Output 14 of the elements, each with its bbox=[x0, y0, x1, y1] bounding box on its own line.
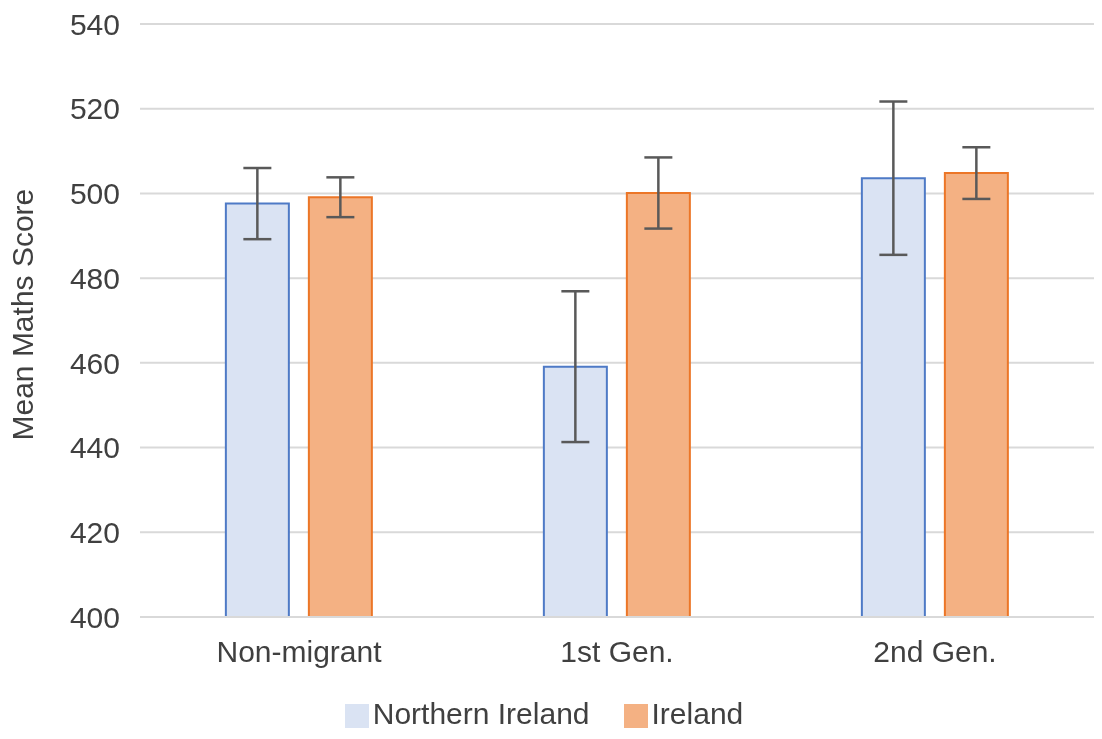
y-tick-label: 420 bbox=[69, 515, 120, 549]
legend-label: Northern Ireland bbox=[372, 697, 590, 730]
x-tick-label: Non-migrant bbox=[216, 635, 383, 669]
y-tick-label: 500 bbox=[69, 177, 120, 211]
y-tick-label: 520 bbox=[69, 92, 120, 126]
x-tick-label: 1st Gen. bbox=[560, 635, 674, 669]
y-tick-label: 480 bbox=[69, 261, 120, 295]
y-tick-label: 400 bbox=[69, 600, 120, 634]
y-axis-title: Mean Maths Score bbox=[5, 188, 39, 441]
y-tick-label: 540 bbox=[69, 7, 120, 41]
legend-label: Ireland bbox=[651, 697, 744, 730]
y-tick-label: 460 bbox=[69, 346, 120, 380]
x-tick-label: 2nd Gen. bbox=[873, 635, 997, 669]
y-tick-label: 440 bbox=[69, 431, 120, 465]
